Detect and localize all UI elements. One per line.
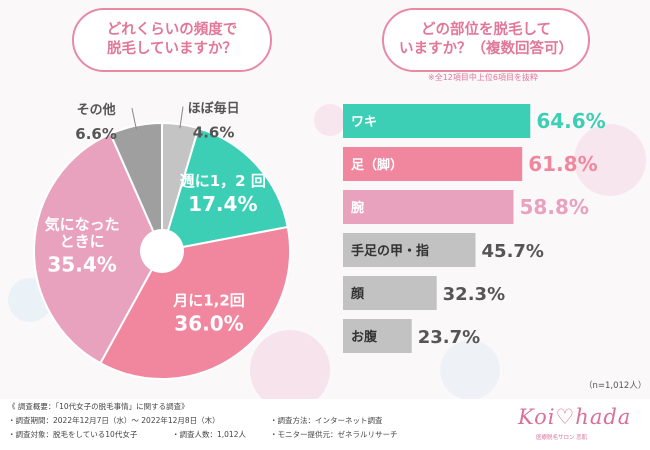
body-part-bar-chart: ワキ 64.6% 足（脚） 61.8% 腕 58.8% 手足の甲・指 45.7% 顔 32.3% お… [343, 104, 606, 353]
pie-slice-label: ときに [60, 233, 105, 251]
bar-category-label: 足（脚） [351, 157, 403, 173]
survey-overview: 《 調査概要：「10代女子の脱毛事情」に関する調査》 ・調査期間：2022年12… [0, 399, 650, 450]
bar-value-label: 23.7% [418, 327, 480, 348]
bg-circle [440, 340, 500, 400]
koihada-logo: Koi♡hada 医療脱毛サロン 恋肌 [518, 405, 638, 445]
pie-slice-value: 35.4% [47, 253, 116, 277]
body-part-question: どの部位を脱毛して いますか？（複数回答可） [382, 8, 590, 72]
logo-text: Koi♡hada [518, 405, 632, 429]
question-line: 脱毛していますか？ [106, 41, 238, 57]
frequency-question: どれくらいの頻度で 脱毛していますか？ [72, 8, 272, 72]
survey-method: ・調査方法：インターネット調査 [270, 416, 383, 425]
bar-category-label: 顔 [350, 286, 365, 302]
pie-slice-value: 6.6% [75, 125, 117, 143]
survey-people: ・調査人数：1,012人 [172, 430, 246, 439]
pie-slice-label: ほぼ毎日 [188, 101, 240, 117]
sample-size: （n=1,012人） [584, 381, 647, 391]
bar-value-label: 58.8% [520, 195, 589, 219]
pie-slice-label: その他 [77, 102, 116, 118]
survey-target: ・調査対象：脱毛をしている10代女子 [8, 430, 138, 439]
survey-period: ・調査期間：2022年12月7日（水）～ 2022年12月8日（木） [8, 416, 220, 425]
bg-circle [314, 104, 346, 136]
pie-slice-label: 気になった [45, 216, 120, 234]
pie-center-hole [140, 229, 184, 273]
pie-leader-line [131, 108, 137, 130]
pie-slice-label: 週に1，2 回 [180, 172, 266, 190]
bar-value-label: 61.8% [528, 152, 597, 176]
bar [343, 276, 437, 310]
survey-provider: ・モニター提供元：ゼネラルリサーチ [270, 430, 398, 439]
question-line: いますか？（複数回答可） [399, 41, 573, 57]
pie-slice-value: 17.4% [188, 192, 257, 216]
bar [343, 319, 412, 353]
pie-leader-line [179, 106, 184, 129]
pie-slice-value: 4.6% [193, 124, 235, 142]
bar-category-label: 腕 [351, 200, 364, 216]
bar [343, 233, 476, 267]
pie-slice [33, 132, 164, 365]
pie-slice [98, 225, 291, 380]
bg-circle [250, 330, 330, 410]
question-line: どれくらいの頻度で [106, 22, 238, 38]
logo-subtitle: 医療脱毛サロン 恋肌 [536, 435, 588, 441]
pie-slice-label: 月に1,2回 [172, 292, 245, 310]
question-line: どの部位を脱毛して [420, 22, 552, 38]
bar-category-label: ワキ [351, 115, 377, 130]
bar-value-label: 32.3% [443, 284, 505, 305]
pie-slice [160, 127, 289, 253]
survey-title: 《 調査概要：「10代女子の脱毛事情」に関する調査》 [8, 402, 189, 411]
bar [343, 104, 531, 138]
bar-value-label: 64.6% [536, 109, 605, 133]
bar [343, 147, 523, 181]
bar-category-label: お腹 [351, 329, 378, 345]
bg-circle [574, 124, 646, 196]
bar-value-label: 45.7% [482, 241, 544, 262]
selection-note: ※全12項目中上位6項目を抜粋 [428, 73, 538, 82]
pie-slice-value: 36.0% [174, 312, 243, 336]
bar-category-label: 手足の甲・指 [351, 243, 429, 259]
bar [343, 190, 514, 224]
